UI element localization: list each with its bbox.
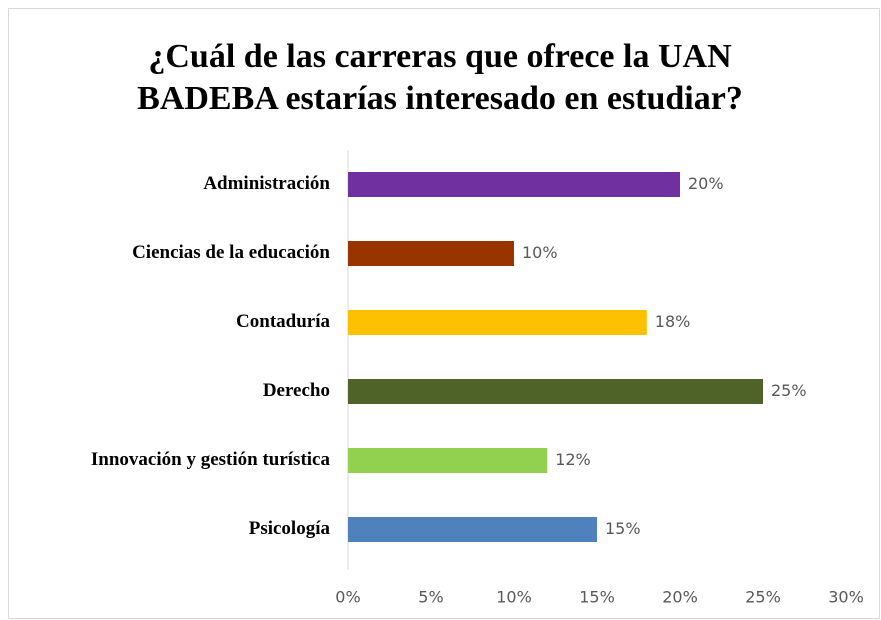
data-label: 12%: [555, 450, 591, 469]
chart-title: ¿Cuál de las carreras que ofrece la UAN …: [137, 38, 743, 117]
bar: [348, 517, 597, 542]
y-tick-label: Derecho: [263, 380, 330, 401]
y-tick-label: Contaduría: [236, 311, 330, 332]
bar: [348, 241, 514, 266]
data-label: 15%: [605, 519, 641, 538]
bar: [348, 172, 680, 197]
x-tick-label: 30%: [828, 588, 864, 607]
chart-border: [8, 8, 880, 619]
y-tick-label: Psicología: [249, 518, 331, 539]
data-label: 25%: [771, 381, 807, 400]
x-tick-label: 10%: [496, 588, 532, 607]
x-tick-label: 0%: [335, 588, 360, 607]
bar: [348, 310, 647, 335]
x-tick-label: 20%: [662, 588, 698, 607]
y-tick-label: Ciencias de la educación: [132, 242, 330, 263]
data-label: 10%: [522, 243, 558, 262]
bar: [348, 379, 763, 404]
x-tick-label: 5%: [418, 588, 443, 607]
x-tick-label: 15%: [579, 588, 615, 607]
bar: [348, 448, 548, 473]
data-label: 18%: [655, 312, 691, 331]
data-label: 20%: [688, 174, 724, 193]
y-tick-label: Innovación y gestión turística: [91, 449, 331, 470]
y-tick-label: Administración: [203, 173, 330, 194]
x-tick-label: 25%: [745, 588, 781, 607]
